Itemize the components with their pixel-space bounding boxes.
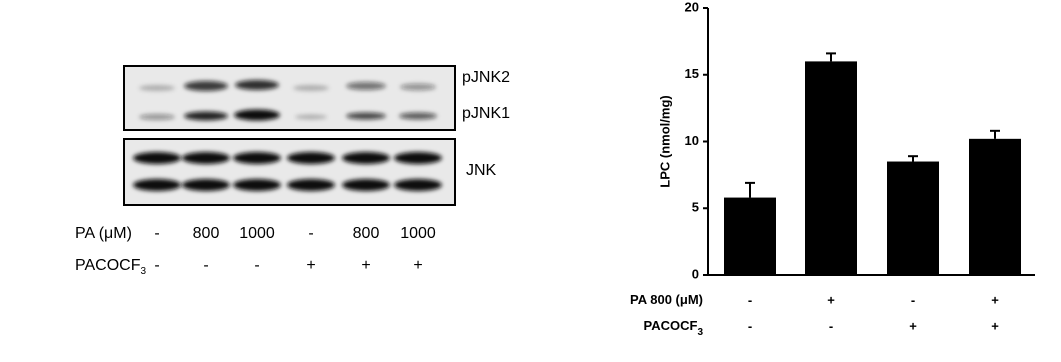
row-label: PACOCF3 [75,257,146,276]
lane-label: - [308,225,313,242]
lane-label: + [361,257,370,274]
y-tick-label: 5 [692,200,699,215]
band-label: JNK [466,162,497,179]
condition-symbol: + [991,292,999,307]
condition-symbol: - [748,318,752,333]
lane-label: - [154,225,159,242]
bar [969,138,1021,275]
lane-label: 1000 [239,225,275,242]
lane-label: 800 [193,225,220,242]
bar [805,61,857,276]
row-label: PACOCF3 [644,318,704,337]
western-blot: pJNK2 pJNK1 JNK PA (μM) - 800 1000 - 800 1000 P… [75,65,510,277]
lane-label: 1000 [400,225,436,242]
blot-panel [123,65,456,131]
row-label: PA 800 (μM) [630,292,703,307]
label-text: PACOCF [75,257,141,274]
condition-symbol: + [827,292,835,307]
total-bands [133,152,442,191]
label-text: PACOCF [644,318,698,333]
lane-label: - [154,257,159,274]
phospho-bands [139,80,437,121]
bar [887,161,939,275]
row-label: PA (μM) [75,225,132,242]
band-label: pJNK2 [462,69,510,86]
condition-symbol: - [911,292,915,307]
condition-symbol: - [748,292,752,307]
label-subscript: 3 [697,327,703,338]
blot-panel [123,138,456,206]
lane-label: + [413,257,422,274]
y-tick-label: 0 [692,266,699,281]
bar [724,197,776,275]
label-text: PA 800 (μM) [630,292,703,307]
condition-symbol: + [991,318,999,333]
lane-label: - [254,257,259,274]
band-label: pJNK1 [462,105,510,122]
y-axis-title: LPC (nmol/mg) [657,95,672,187]
lane-label: + [306,257,315,274]
bar-chart: 0 5 10 15 20 LPC (nmol/mg) PA 800 (μM) - + - + PACO… [630,0,1035,338]
lane-label: 800 [353,225,380,242]
label-subscript: 3 [140,266,146,277]
condition-symbol: - [829,318,833,333]
y-tick-label: 15 [685,66,699,81]
label-text: PA (μM) [75,225,132,242]
condition-symbol: + [909,318,917,333]
lane-label: - [203,257,208,274]
y-tick-label: 10 [685,133,699,148]
y-tick-label: 20 [685,0,699,14]
